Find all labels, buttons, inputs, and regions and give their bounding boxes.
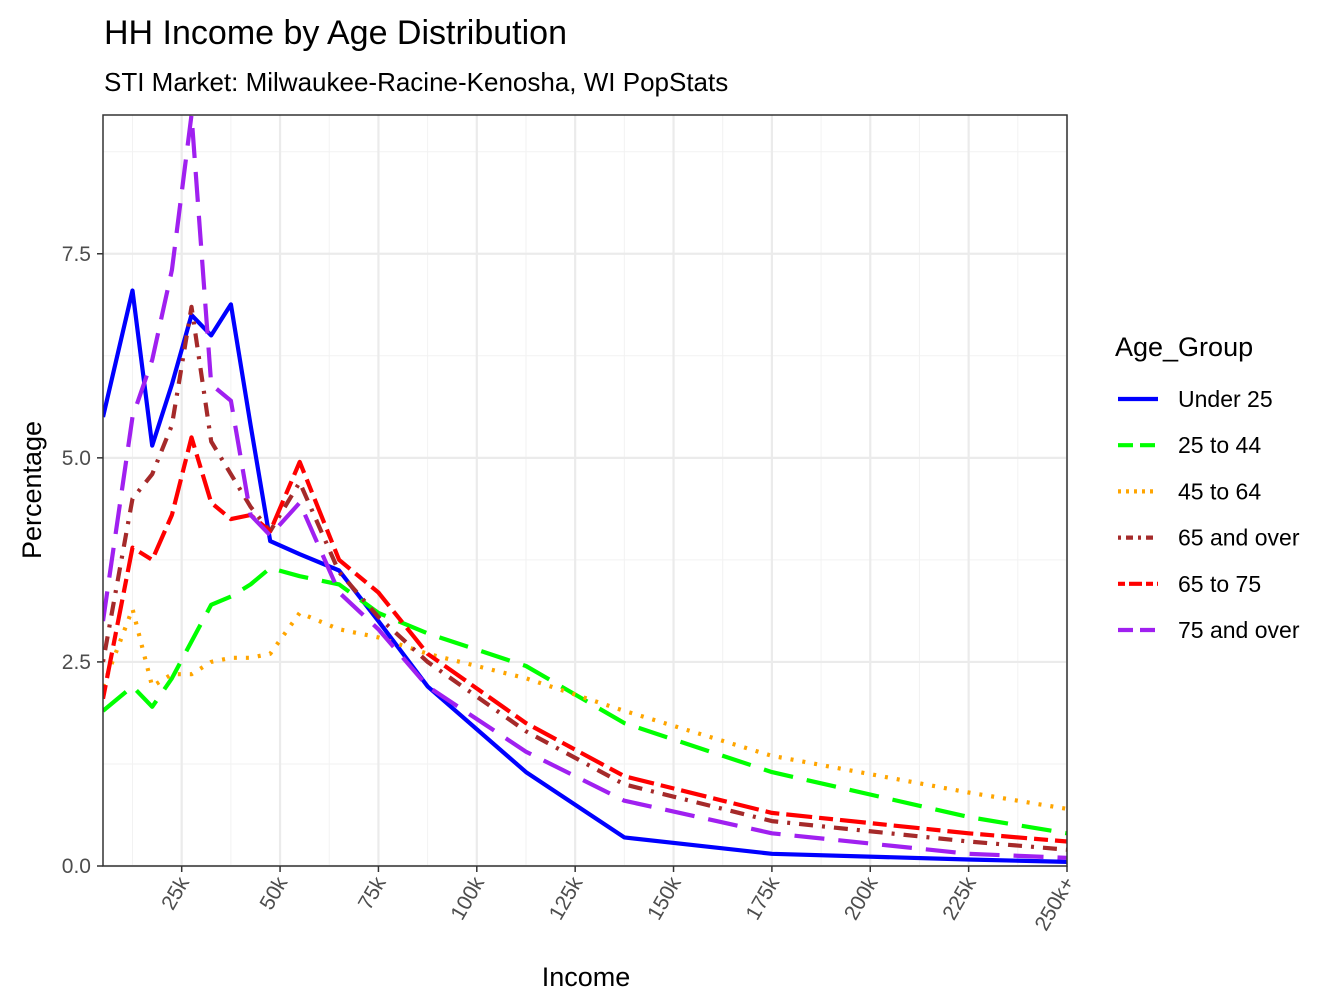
chart-title: HH Income by Age Distribution	[104, 14, 567, 52]
x-tick-label: 225k	[938, 873, 981, 924]
legend-label: 65 and over	[1178, 525, 1300, 551]
legend-items: Under 25 25 to 44 45 to 64 65 and over 65 to…	[1118, 386, 1300, 643]
x-tick-label: 125k	[545, 873, 588, 924]
x-tick-label: 50k	[256, 873, 293, 914]
x-tick-label: 25k	[157, 873, 194, 914]
x-tick-label: 250k+	[1031, 873, 1080, 935]
series-line-45-to-64	[103, 606, 1067, 811]
y-axis-title: Percentage	[17, 421, 47, 559]
x-axis: 25k 50k 75k 100k 125k 150k 175k 200k 225k 250k+	[157, 866, 1079, 935]
x-tick-label: 100k	[446, 873, 489, 924]
panel-border	[102, 114, 1068, 867]
x-axis-title: Income	[542, 962, 631, 992]
series-line-under-25	[103, 288, 1067, 864]
plot-panel	[102, 113, 1069, 868]
legend-label: 75 and over	[1178, 617, 1300, 643]
x-tick-label: 200k	[840, 873, 883, 924]
legend-label: 65 to 75	[1178, 571, 1261, 597]
legend: Age_Group Under 25 25 to 44 45 to 64 65 and…	[1115, 332, 1300, 643]
y-tick-label: 5.0	[62, 447, 91, 470]
y-tick-label: 2.5	[62, 651, 91, 674]
y-axis: 0.0 2.5 5.0 7.5	[62, 243, 103, 878]
legend-label: 45 to 64	[1178, 478, 1261, 504]
x-tick-label: 75k	[354, 873, 391, 914]
series-lines	[103, 113, 1067, 864]
series-line-25-to-44	[103, 565, 1067, 836]
y-tick-label: 7.5	[62, 243, 91, 266]
series-line-65-to-75	[103, 435, 1067, 844]
series-line-65-and-over	[103, 304, 1067, 852]
x-tick-label: 150k	[643, 873, 686, 924]
legend-title: Age_Group	[1115, 332, 1253, 362]
legend-label: 25 to 44	[1178, 432, 1261, 458]
y-tick-label: 0.0	[62, 855, 91, 878]
series-line-75-and-over	[103, 113, 1067, 860]
chart-subtitle: STI Market: Milwaukee-Racine-Kenosha, WI…	[104, 67, 728, 97]
x-tick-label: 175k	[742, 873, 785, 924]
grid-minor	[103, 115, 1067, 866]
legend-label: Under 25	[1178, 386, 1273, 412]
